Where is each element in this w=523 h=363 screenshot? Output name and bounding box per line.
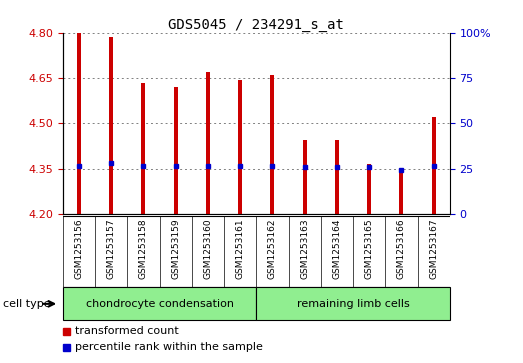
- Text: GSM1253166: GSM1253166: [397, 218, 406, 279]
- Bar: [335, 140, 339, 214]
- Text: GSM1253157: GSM1253157: [107, 218, 116, 279]
- Bar: [109, 37, 113, 214]
- Text: cell type: cell type: [3, 299, 50, 309]
- Bar: [367, 164, 371, 214]
- Text: transformed count: transformed count: [75, 326, 178, 336]
- Text: GSM1253160: GSM1253160: [203, 218, 212, 279]
- Text: GSM1253156: GSM1253156: [74, 218, 83, 279]
- Text: GSM1253163: GSM1253163: [300, 218, 309, 279]
- Bar: [238, 79, 242, 214]
- Bar: [63, 287, 256, 320]
- Bar: [270, 75, 275, 214]
- Text: remaining limb cells: remaining limb cells: [297, 299, 410, 309]
- Text: GSM1253159: GSM1253159: [171, 218, 180, 279]
- Text: percentile rank within the sample: percentile rank within the sample: [75, 342, 263, 352]
- Text: GSM1253158: GSM1253158: [139, 218, 148, 279]
- Bar: [256, 287, 450, 320]
- Text: GSM1253164: GSM1253164: [333, 218, 342, 279]
- Bar: [174, 87, 178, 214]
- Bar: [77, 33, 81, 214]
- Text: GDS5045 / 234291_s_at: GDS5045 / 234291_s_at: [168, 18, 344, 32]
- Text: GSM1253165: GSM1253165: [365, 218, 373, 279]
- Text: GSM1253167: GSM1253167: [429, 218, 438, 279]
- Bar: [141, 83, 145, 214]
- Bar: [431, 117, 436, 214]
- Bar: [303, 140, 306, 214]
- Text: chondrocyte condensation: chondrocyte condensation: [86, 299, 233, 309]
- Text: GSM1253161: GSM1253161: [236, 218, 245, 279]
- Bar: [206, 72, 210, 214]
- Bar: [400, 172, 403, 214]
- Text: GSM1253162: GSM1253162: [268, 218, 277, 279]
